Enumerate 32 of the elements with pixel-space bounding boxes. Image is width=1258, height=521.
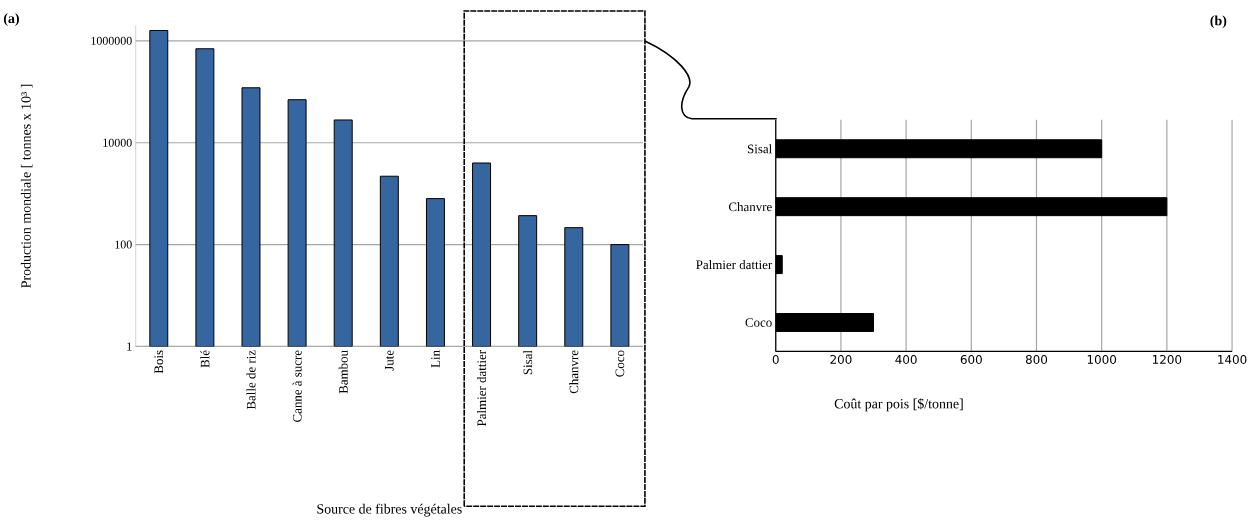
x-tick-label: Bambou — [338, 350, 348, 394]
x-tick-label: 600 — [960, 354, 982, 364]
x-tick-label: Balle de riz — [246, 350, 256, 410]
x-tick-label: 1400 — [1218, 354, 1247, 364]
y-tick-label: 1 — [127, 342, 132, 351]
x-tick-label: Canne à sucre — [292, 350, 302, 422]
y-tick-label: Chanvre — [728, 202, 772, 212]
x-tick-label: Jute — [385, 350, 394, 371]
x-tick-label: 1000 — [1087, 354, 1117, 364]
x-tick-label: Blé — [200, 350, 210, 368]
x-tick-label: Sisal — [523, 350, 533, 375]
y-tick-label: Palmier dattier — [696, 259, 773, 270]
x-tick-label: Bois — [154, 350, 164, 374]
y-tick-label: 1000000 — [91, 36, 132, 45]
x-tick-label: 800 — [1025, 354, 1048, 364]
y-tick-label: 10000 — [103, 138, 132, 147]
x-tick-label: 1200 — [1152, 354, 1182, 364]
x-axis-title: Source de fibres végétales — [317, 503, 462, 517]
x-tick-label: Lin — [431, 350, 440, 368]
x-tick-label: Palmier dattier — [477, 349, 487, 426]
text: (a) — [3, 13, 19, 26]
y-tick-label: Sisal — [747, 144, 772, 154]
y-tick-label: Coco — [745, 318, 772, 327]
x-tick-label: 0 — [772, 354, 779, 364]
x-tick-label: Coco — [615, 350, 625, 377]
x-tick-label: 400 — [895, 354, 917, 364]
chart-title: (b) — [1210, 15, 1227, 29]
x-tick-label: Chanvre — [569, 350, 579, 394]
x-tick-label: 200 — [830, 354, 852, 364]
x-axis-title: Coût par pois [$/tonne] — [834, 398, 963, 412]
y-tick-label: 100 — [115, 240, 132, 249]
y-axis-title: Production mondiale [ tonnes x 10³ ] — [20, 84, 33, 288]
